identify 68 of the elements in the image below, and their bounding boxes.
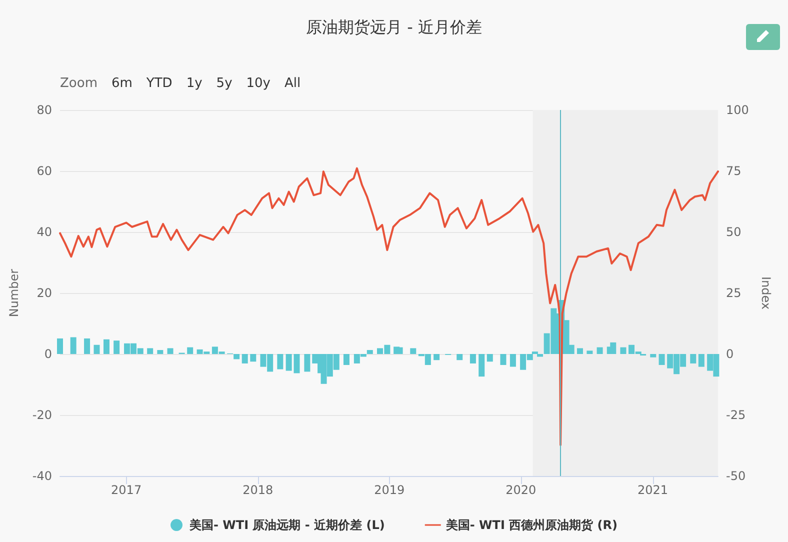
x-tick-label: 2021 bbox=[638, 483, 668, 497]
y-axis-title: Number bbox=[7, 268, 21, 318]
bar bbox=[620, 347, 626, 354]
y-tick-label: -40 bbox=[32, 469, 52, 483]
bar bbox=[250, 354, 256, 362]
bar bbox=[84, 338, 90, 354]
y-tick-label: -20 bbox=[32, 408, 52, 422]
bar bbox=[343, 354, 350, 365]
x-tick-label: 2020 bbox=[506, 483, 536, 497]
y-tick-label: 60 bbox=[36, 164, 52, 178]
bar bbox=[486, 354, 493, 362]
bar bbox=[70, 337, 76, 354]
bar bbox=[304, 354, 310, 372]
legend-label: 美国- WTI 原油远期 - 近期价差 (L) bbox=[188, 518, 385, 532]
bar bbox=[586, 350, 593, 354]
bar bbox=[456, 354, 463, 360]
y2-tick-label: -50 bbox=[726, 469, 746, 483]
bar bbox=[596, 347, 603, 354]
line-series bbox=[59, 167, 719, 446]
y2-tick-label: 25 bbox=[726, 286, 742, 300]
bar bbox=[610, 342, 616, 354]
bar bbox=[157, 350, 164, 354]
bar bbox=[478, 354, 485, 377]
y-tick-label: 20 bbox=[36, 286, 52, 300]
bar bbox=[103, 339, 110, 354]
y2-tick-label: -25 bbox=[726, 408, 746, 422]
text: YTD bbox=[146, 76, 172, 91]
bar bbox=[658, 354, 665, 365]
legend-label: 美国- WTI 西德州原油期货 (R) bbox=[444, 518, 618, 532]
y2-axis-title: Index bbox=[758, 276, 773, 310]
bar bbox=[114, 340, 120, 354]
bar bbox=[690, 354, 696, 364]
text: Zoom bbox=[60, 76, 98, 91]
bar bbox=[434, 354, 440, 360]
text: 1y bbox=[186, 76, 202, 91]
bar bbox=[410, 348, 416, 354]
chart-title: 原油期货远月 - 近月价差 bbox=[306, 18, 482, 36]
bar bbox=[286, 354, 292, 371]
bar bbox=[277, 354, 284, 370]
bar bbox=[470, 354, 476, 364]
y2-tick-label: 100 bbox=[726, 103, 749, 117]
bar bbox=[294, 354, 300, 374]
text: All bbox=[284, 76, 301, 91]
bar bbox=[57, 338, 63, 354]
x-tick-label: 2017 bbox=[111, 483, 142, 497]
bar bbox=[94, 344, 100, 354]
bar bbox=[510, 354, 516, 367]
y-tick-label: 0 bbox=[44, 347, 52, 361]
bar bbox=[500, 354, 506, 365]
bar bbox=[650, 354, 656, 358]
bar bbox=[366, 350, 373, 354]
bar bbox=[167, 348, 174, 354]
x-tick-label: 2019 bbox=[374, 483, 405, 497]
y2-tick-label: 0 bbox=[726, 347, 734, 361]
bar bbox=[242, 354, 248, 364]
text: 6m bbox=[111, 76, 132, 91]
bar bbox=[187, 347, 194, 354]
y2-tick-label: 50 bbox=[726, 225, 742, 239]
bar bbox=[698, 354, 704, 367]
y2-tick-label: 75 bbox=[726, 164, 742, 178]
x-tick-label: 2018 bbox=[242, 483, 274, 497]
bar bbox=[576, 348, 583, 354]
y-tick-label: 40 bbox=[36, 225, 52, 239]
bar bbox=[234, 354, 240, 360]
bar bbox=[147, 348, 154, 354]
y-tick-label: 80 bbox=[36, 103, 52, 117]
text: 10y bbox=[246, 76, 271, 91]
text: 5y bbox=[216, 76, 232, 91]
